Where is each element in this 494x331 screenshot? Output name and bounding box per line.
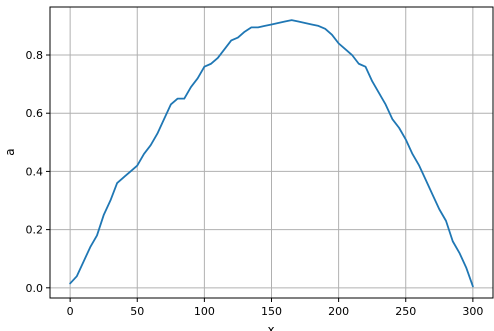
x-tick-label: 250	[395, 305, 416, 318]
x-tick-label: 200	[328, 305, 349, 318]
x-tick-label: 50	[130, 305, 144, 318]
y-tick-label: 0.6	[26, 107, 44, 120]
y-axis-label: a	[3, 148, 17, 155]
x-axis-label: x	[267, 323, 274, 331]
y-tick-label: 0.0	[26, 282, 44, 295]
y-tick-label: 0.2	[26, 224, 44, 237]
x-tick-label: 0	[67, 305, 74, 318]
x-tick-label: 300	[462, 305, 483, 318]
x-tick-label: 150	[261, 305, 282, 318]
y-tick-label: 0.4	[26, 165, 44, 178]
x-tick-label: 100	[194, 305, 215, 318]
y-tick-label: 0.8	[26, 49, 44, 62]
